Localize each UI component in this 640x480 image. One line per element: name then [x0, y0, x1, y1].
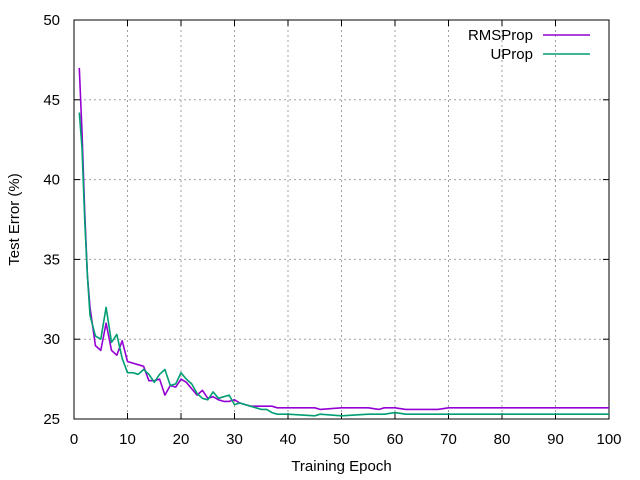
x-axis-label: Training Epoch — [291, 458, 391, 475]
x-tick-label: 50 — [333, 431, 350, 448]
series-line-uprop — [78, 112, 609, 417]
x-tick-label: 60 — [387, 431, 404, 448]
x-tick-label: 30 — [226, 431, 243, 448]
x-tick-label: 0 — [70, 431, 78, 448]
x-tick-label: 90 — [547, 431, 564, 448]
series-group — [78, 67, 609, 417]
x-tick-label: 100 — [596, 431, 621, 448]
y-tick-label: 35 — [43, 251, 60, 268]
legend-label-rmsprop: RMSProp — [468, 27, 533, 44]
x-tick-label: 80 — [494, 431, 511, 448]
y-tick-label: 50 — [43, 12, 60, 29]
legend-label-uprop: UProp — [490, 46, 533, 63]
grid — [74, 20, 609, 419]
legend: RMSProp UProp — [468, 27, 590, 63]
x-tick-label: 20 — [173, 431, 190, 448]
y-tick-label: 40 — [43, 172, 60, 189]
x-tick-label: 10 — [119, 431, 136, 448]
x-tick-label: 70 — [440, 431, 457, 448]
x-tick-label: 40 — [280, 431, 297, 448]
series-line-rmsprop — [78, 67, 609, 411]
y-tick-label: 30 — [43, 331, 60, 348]
y-tick-label: 45 — [43, 92, 60, 109]
y-tick-label: 25 — [43, 411, 60, 428]
y-axis-label: Test Error (%) — [6, 173, 23, 266]
